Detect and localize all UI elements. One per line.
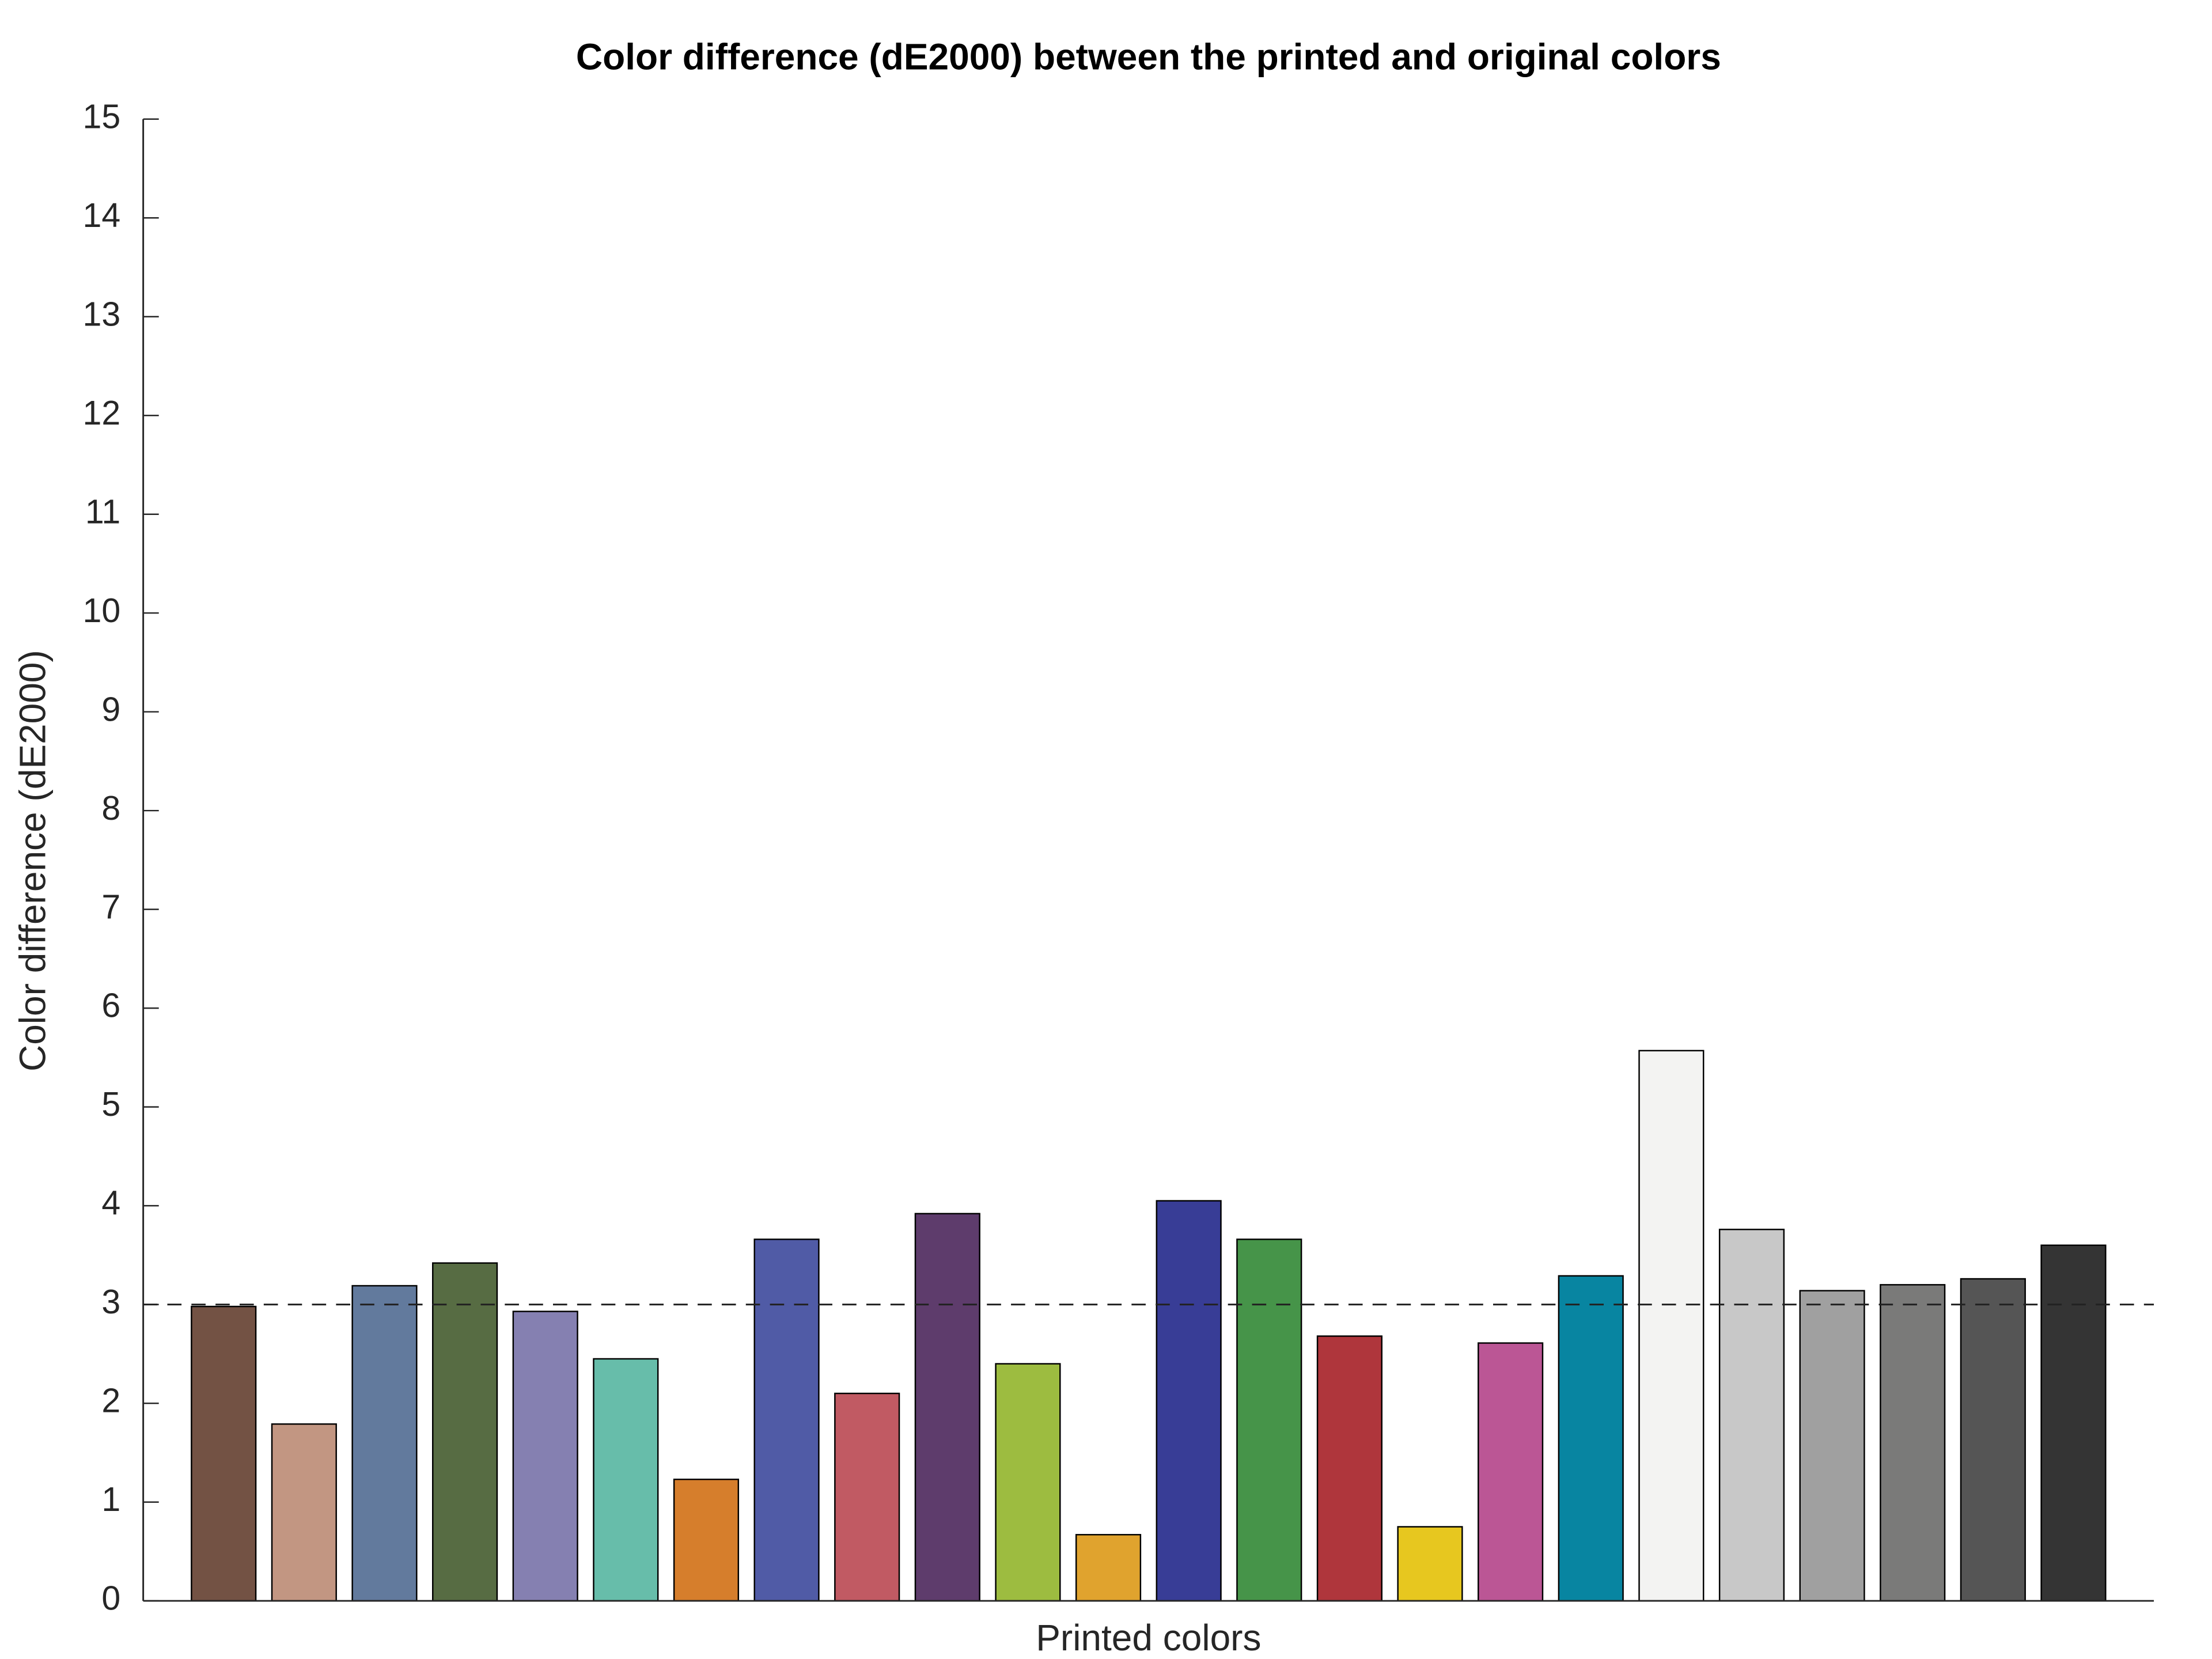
y-tick-label: 14: [83, 196, 121, 234]
bar: [1075, 1533, 1142, 1602]
bar: [1156, 1200, 1222, 1602]
y-axis-label: Color difference (dE2000): [12, 650, 53, 1071]
bar: [1236, 1238, 1302, 1602]
bar: [1478, 1342, 1544, 1602]
y-tick-label: 5: [101, 1085, 120, 1123]
y-tick-label: 12: [83, 394, 121, 432]
bar: [432, 1262, 498, 1602]
bar: [512, 1310, 578, 1602]
bar: [995, 1363, 1061, 1602]
bar: [1397, 1526, 1463, 1602]
bar: [1799, 1290, 1865, 1602]
y-tick-label: 10: [83, 592, 121, 630]
bar: [834, 1392, 900, 1602]
y-tick-label: 11: [85, 493, 120, 531]
y-tick-label: 13: [83, 295, 121, 333]
y-tick-label: 6: [101, 987, 120, 1025]
bar: [2040, 1244, 2107, 1602]
bar: [673, 1478, 740, 1602]
x-axis-label: Printed colors: [1036, 1617, 1261, 1658]
bar: [1558, 1275, 1624, 1602]
bar: [593, 1358, 659, 1602]
bar: [1316, 1335, 1382, 1602]
y-tick-label: 3: [101, 1283, 120, 1321]
y-tick-label: 8: [101, 789, 120, 827]
y-tick-label: 15: [83, 97, 121, 135]
chart-title: Color difference (dE2000) between the pr…: [576, 36, 1721, 77]
bar: [1960, 1278, 2026, 1602]
y-tick-label: 4: [101, 1184, 120, 1222]
bar: [191, 1305, 257, 1602]
bar: [1880, 1284, 1946, 1602]
bar: [1638, 1050, 1705, 1602]
y-tick-label: 0: [101, 1580, 120, 1618]
y-tick-label: 2: [101, 1382, 120, 1420]
bar: [914, 1213, 980, 1602]
bar: [271, 1423, 337, 1602]
y-tick-label: 9: [101, 690, 120, 728]
y-tick-label: 1: [101, 1480, 120, 1518]
bar: [351, 1285, 418, 1602]
y-tick-label: 7: [101, 888, 120, 926]
bar: [1718, 1229, 1785, 1602]
bar: [753, 1238, 820, 1602]
